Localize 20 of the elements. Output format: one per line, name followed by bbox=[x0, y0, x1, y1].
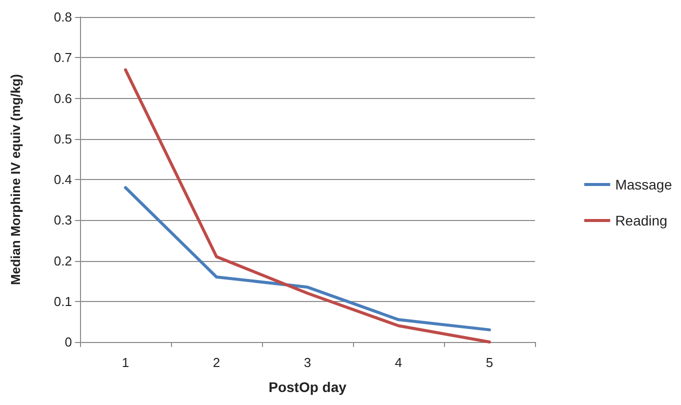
y-tick-label: 0.4 bbox=[54, 172, 72, 187]
x-tick-label: 5 bbox=[486, 355, 494, 370]
x-axis-title: PostOp day bbox=[268, 379, 347, 395]
y-tick-label: 0.8 bbox=[54, 10, 72, 24]
x-tick-label: 1 bbox=[122, 355, 130, 370]
y-tick-label: 0.1 bbox=[54, 294, 72, 309]
y-tick-label: 0.7 bbox=[54, 50, 72, 66]
x-tick-label: 3 bbox=[304, 355, 312, 370]
line-series bbox=[124, 186, 491, 332]
legend-label: Massage bbox=[615, 176, 672, 192]
legend-label: Reading bbox=[615, 212, 668, 228]
x-tick-label: 4 bbox=[394, 355, 402, 370]
y-tick-label: 0.3 bbox=[54, 212, 72, 228]
y-tick-label: 0 bbox=[64, 334, 72, 350]
y-tick-label: 0.5 bbox=[54, 131, 72, 146]
y-tick-label: 0.2 bbox=[54, 253, 72, 268]
line-series bbox=[124, 68, 491, 344]
y-tick-label: 0.6 bbox=[54, 90, 72, 106]
y-axis-title: Median Morphine IV equiv (mg/kg) bbox=[8, 74, 23, 285]
x-tick-label: 2 bbox=[212, 355, 220, 370]
